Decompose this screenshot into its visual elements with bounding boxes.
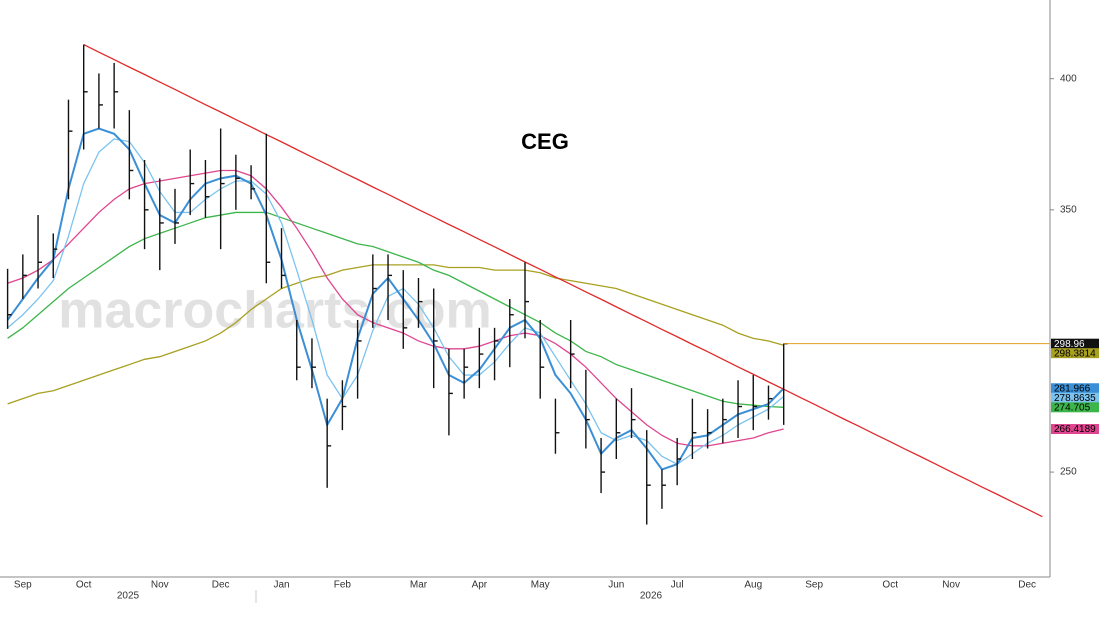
x-tick-label: Dec [1018, 580, 1036, 591]
x-tick-label: Nov [151, 580, 169, 591]
value-tag-label: 298.96 [1054, 339, 1085, 350]
watermark: macrocharts.com [58, 282, 492, 340]
value-tag-label: 274.705 [1054, 402, 1091, 413]
x-tick-label: Jun [608, 580, 624, 591]
y-tick-label: 400 [1060, 73, 1077, 84]
moving-average [6, 127, 785, 471]
x-tick-label: Feb [334, 580, 352, 591]
x-tick-label: Dec [212, 580, 230, 591]
value-tag [1051, 338, 1099, 349]
value-tag [1051, 392, 1099, 403]
x-tick-label: Sep [805, 580, 823, 591]
y-tick-label: 250 [1060, 467, 1077, 478]
x-tick-label: Nov [942, 580, 960, 591]
value-tag [1051, 348, 1099, 359]
value-tag-label: 281.966 [1054, 383, 1091, 394]
x-tick-label: May [531, 580, 550, 591]
y-tick-label: 350 [1060, 204, 1077, 215]
value-tag-label: 266.4189 [1054, 424, 1096, 435]
moving-average [7, 211, 784, 408]
x-tick-label: Jul [671, 580, 684, 591]
year-label: 2025 [117, 591, 140, 602]
year-label: 2026 [640, 591, 663, 602]
x-tick-label: Jan [273, 580, 289, 591]
moving-average [7, 138, 785, 465]
value-tag [1051, 402, 1099, 413]
x-tick-label: Oct [882, 580, 898, 591]
x-tick-label: Sep [14, 580, 32, 591]
x-tick-label: Apr [472, 580, 488, 591]
x-tick-label: Oct [76, 580, 92, 591]
value-tag [1051, 424, 1099, 435]
value-tag-label: 278.8635 [1054, 393, 1096, 404]
x-tick-label: Aug [744, 580, 762, 591]
moving-average [7, 264, 784, 405]
chart-title: CEG [521, 129, 569, 154]
value-tag [1051, 383, 1099, 394]
value-tag-label: 298.3814 [1054, 348, 1096, 359]
moving-average [7, 169, 784, 447]
x-tick-label: Mar [410, 580, 428, 591]
trendline [83, 44, 1043, 518]
